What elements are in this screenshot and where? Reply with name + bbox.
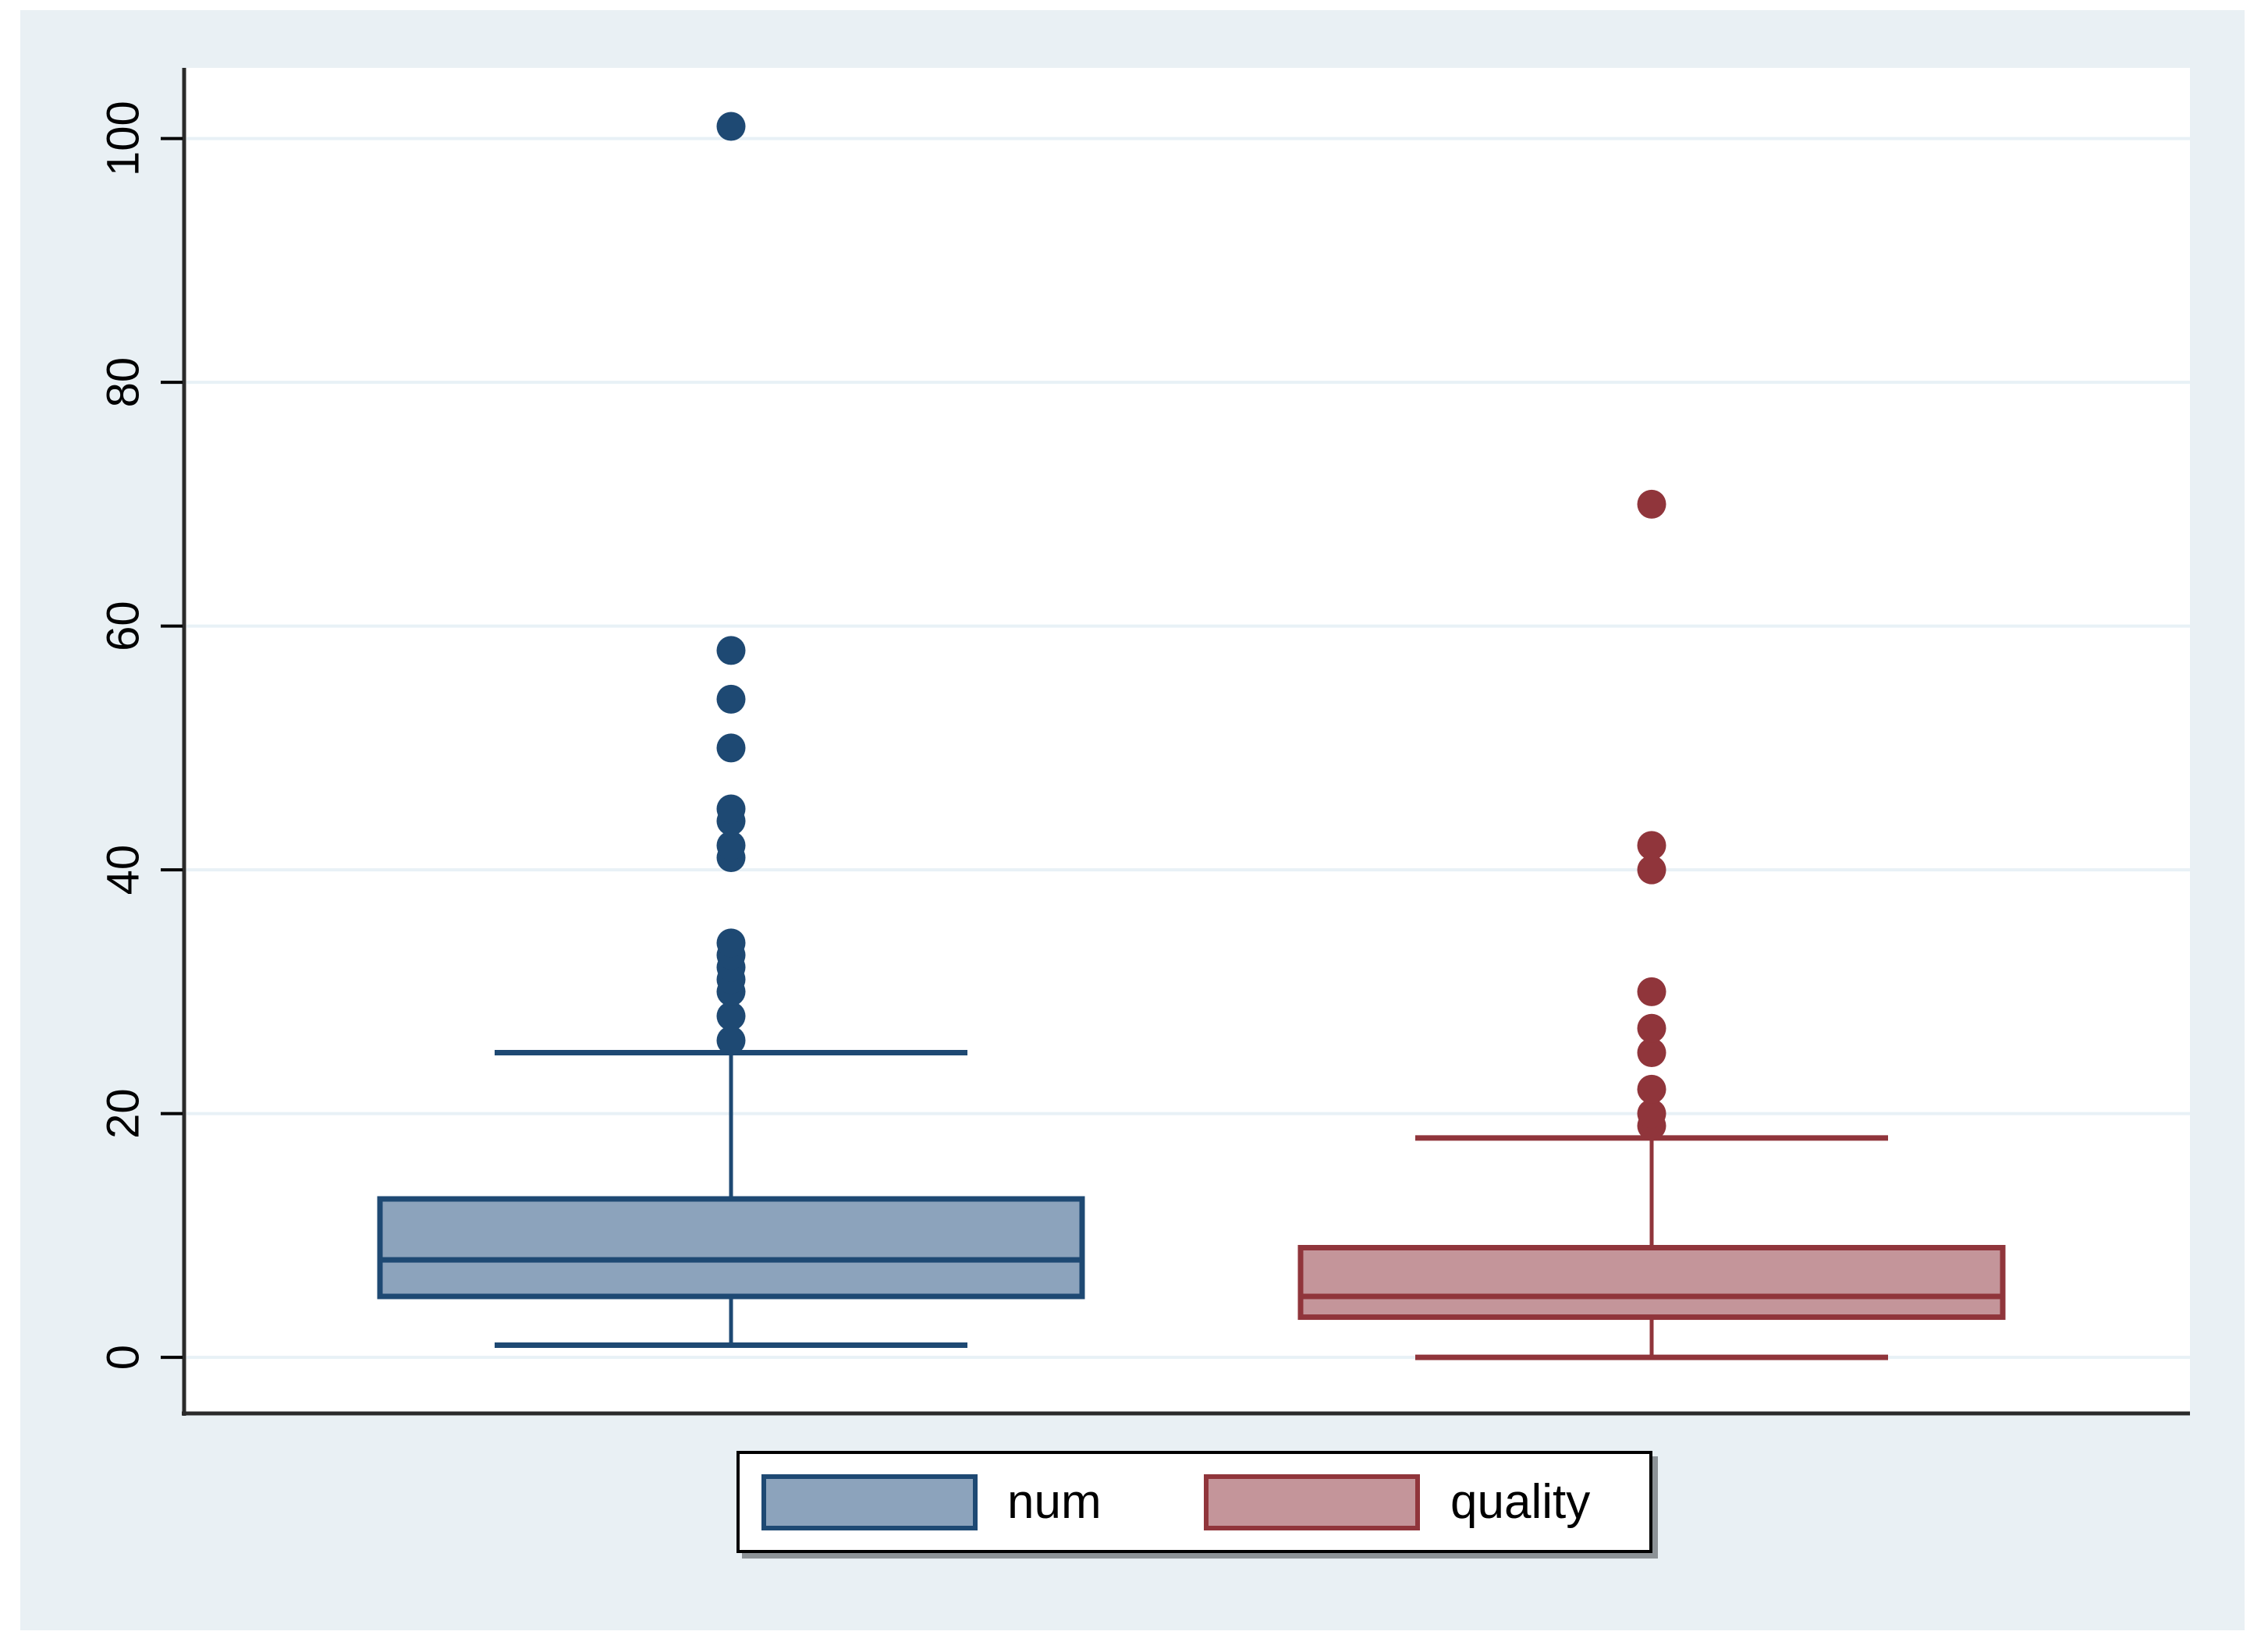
outlier-num-45 [716,794,746,824]
outlier-quality-40 [1637,855,1666,885]
y-tick-label-100: 100 [98,101,149,176]
outlier-num-101 [716,112,746,141]
outlier-num-42 [716,831,746,860]
outlier-quality-27 [1637,1013,1666,1043]
legend-swatch-num [761,1474,978,1530]
outlier-quality-22 [1637,1074,1666,1104]
outlier-num-50 [716,733,746,763]
legend-label-num: num [1007,1475,1102,1529]
box-num [377,1196,1085,1300]
outlier-quality-30 [1637,977,1666,1006]
legend-label-quality: quality [1450,1475,1591,1529]
outlier-quality-25 [1637,1038,1666,1067]
y-tick-label-40: 40 [98,845,149,895]
plot-area [184,68,2190,1413]
y-tick-label-60: 60 [98,601,149,651]
outlier-quality-70 [1637,489,1666,519]
outlier-num-26 [716,1026,746,1055]
outlier-num-34 [716,928,746,958]
outlier-num-28 [716,1002,746,1031]
y-tick-label-0: 0 [98,1345,149,1370]
legend-swatch-quality [1204,1474,1420,1530]
outlier-num-58 [716,636,746,665]
box-quality [1297,1245,2006,1321]
y-tick-label-80: 80 [98,357,149,408]
outlier-num-54 [716,684,746,714]
outlier-quality-20 [1637,1099,1666,1129]
y-tick-label-20: 20 [98,1088,149,1139]
outlier-quality-42 [1637,831,1666,860]
legend: num quality [736,1451,1652,1553]
